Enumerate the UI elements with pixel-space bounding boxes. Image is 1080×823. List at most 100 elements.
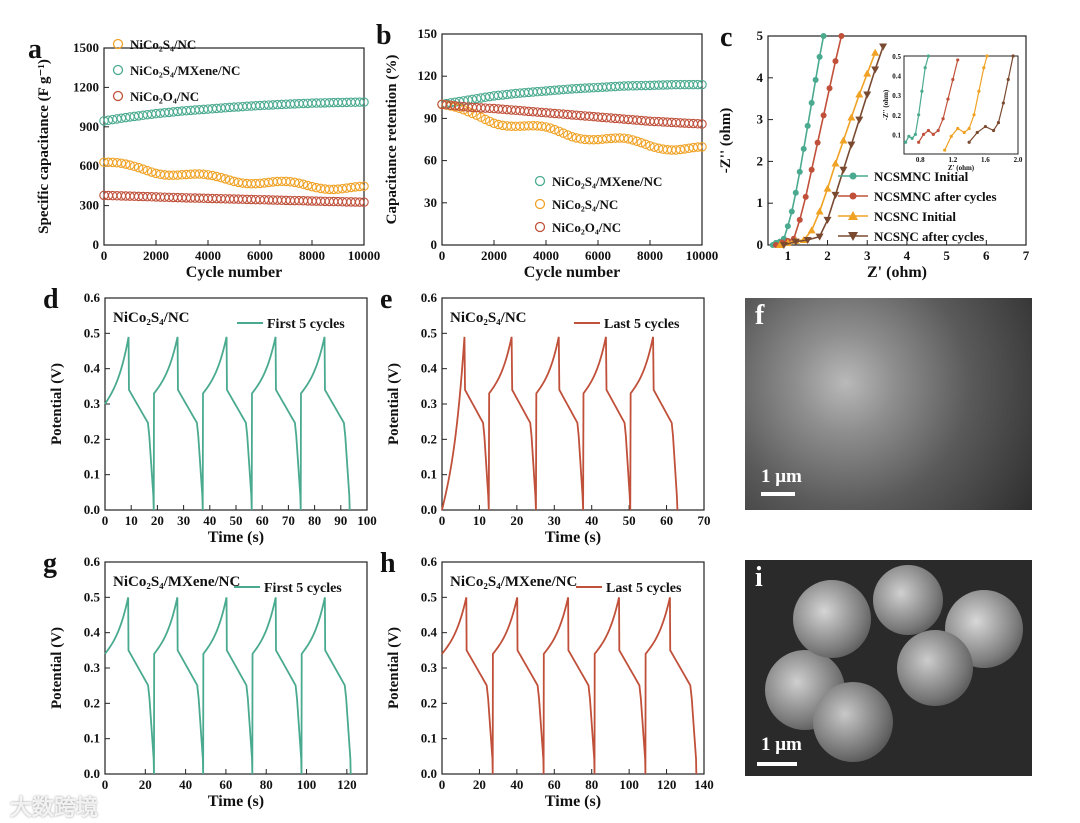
legend-label-h: Last 5 cycles [606,581,682,596]
inset-point-1-0 [917,140,921,144]
y-tick-label-e-3: 0.3 [421,396,438,411]
inset-y-tick-0: 0.1 [892,131,901,139]
y-tick-label-d-4: 0.4 [84,361,101,376]
sample-label-g: NiCo₂S₄/MXene/NC [113,574,240,590]
y-tick-label-c-0: 0 [757,237,764,252]
inset-point-2-6 [977,89,981,93]
y-tick-label-c-5: 5 [757,28,764,43]
inset-y-label: -Z'' (ohm) [882,89,890,120]
nyquist-point-3-1 [791,238,800,246]
x-tick-label-a-0: 0 [101,248,108,263]
y-tick-label-g-1: 0.1 [84,731,100,746]
axes-frame-a [103,47,365,246]
inset-y-tick-4: 0.5 [892,53,901,61]
legend-label-b-2: NiCo₂O₄/NC [552,220,621,235]
nyquist-point-3-11 [879,43,888,51]
inset-point-0-1 [907,134,911,138]
legend-label-c-2: NCSNC Initial [874,209,956,224]
sample-label-h: NiCo₂S₄/MXene/NC [450,574,577,590]
inset-point-3-2 [983,124,988,129]
data-point-a-s1-7 [129,161,140,172]
legend-marker-c-2 [848,211,858,220]
nyquist-point-0-11 [812,76,819,83]
inset-curve-3 [968,55,1014,143]
nyquist-point-1-8 [820,112,827,119]
data-point-a-s1-29 [224,175,235,185]
y-tick-label-b-5: 150 [418,26,438,41]
data-point-b-s1-12 [489,118,499,129]
data-point-b-s1-8 [471,110,482,121]
y-tick-label-g-2: 0.2 [84,695,100,710]
x-tick-label-h-6: 120 [657,777,677,792]
y-tick-label-a-5: 1500 [73,40,99,55]
x-tick-label-a-1: 2000 [143,248,169,263]
data-point-b-s1-46 [636,137,647,148]
x-tick-label-e-7: 70 [698,513,711,528]
legend-marker-a-2 [112,90,124,102]
panel-letter-f: f [755,300,765,331]
x-tick-label-c-5: 6 [983,248,990,263]
nyquist-point-0-10 [808,99,815,106]
data-point-a-s2-60 [359,197,369,207]
y-tick-label-a-2: 600 [80,158,100,173]
data-point-a-s0-59 [354,97,365,107]
y-tick-label-e-6: 0.6 [421,290,438,305]
inset-point-3-3 [991,128,996,133]
panel-letter-c: c [720,22,732,53]
y-tick-label-e-5: 0.5 [421,325,438,340]
nyquist-point-1-5 [802,193,809,200]
y-tick-label-b-3: 90 [424,110,437,125]
nyquist-point-3-6 [839,166,848,174]
inset-x-label: Z' (ohm) [948,164,975,172]
legend-label-b-1: NiCo₂S₄/NC [552,197,618,212]
inset-point-1-7 [951,77,955,82]
scale-bar-f [761,492,795,496]
legend-marker-a-1 [112,64,124,76]
inset-point-0-3 [913,132,918,136]
panel-d: 0 10 20 30 40 50 60 70 80 90 100 0.0 0.1 0.2 0.3 0.4 0.5… [43,284,377,546]
y-tick-label-a-4: 1200 [73,79,99,94]
nyquist-point-2-4 [807,226,816,234]
y-tick-label-h-6: 0.6 [421,554,438,569]
legend-marker-c-1 [849,192,857,200]
x-tick-label-e-5: 50 [623,513,636,528]
data-point-b-s1-43 [623,134,634,144]
inset-point-0-6 [923,66,927,70]
x-tick-label-d-5: 50 [230,513,243,528]
legend-label-d: First 5 cycles [267,317,345,332]
data-point-b-s2-59 [692,119,703,129]
sample-label-e: NiCo₂S₄/NC [450,310,527,326]
inset-x-tick-1: 1.2 [948,156,957,164]
nyquist-line-1 [775,35,843,246]
data-point-a-s1-24 [203,170,213,180]
legend-label-b-0: NiCo₂S₄/MXene/NC [552,174,662,189]
nyquist-point-1-10 [832,58,839,65]
y-tick-label-d-2: 0.2 [84,431,100,446]
x-tick-label-c-6: 7 [1023,248,1030,263]
legend-marker-a-0 [112,38,124,50]
inset-point-3-7 [1011,54,1015,58]
x-tick-label-h-3: 60 [548,777,561,792]
inset-point-1-3 [931,132,935,136]
y-tick-label-c-1: 1 [757,195,764,210]
y-tick-label-d-0: 0.0 [84,502,100,517]
x-tick-label-g-6: 120 [337,777,357,792]
data-point-a-s1-59 [354,181,365,192]
y-tick-label-b-2: 60 [424,153,437,168]
legend-label-a-1: NiCo₂S₄/MXene/NC [130,63,240,78]
data-point-b-s1-10 [480,114,491,125]
nyquist-point-2-7 [831,159,840,167]
axes-frame-c [767,35,1027,246]
y-tick-label-e-2: 0.2 [421,431,437,446]
x-tick-label-c-1: 2 [824,248,831,263]
nyquist-point-2-8 [839,136,848,144]
data-point-a-s1-26 [211,171,222,182]
legend-label-a-2: NiCo₂O₄/NC [130,89,199,104]
gcd-curve-g [104,597,352,775]
x-tick-label-g-4: 80 [260,777,273,792]
data-point-b-s1-26 [549,124,560,135]
data-point-a-s1-5 [120,159,131,169]
data-point-a-s1-10 [142,165,153,176]
inset-point-1-1 [921,132,926,136]
